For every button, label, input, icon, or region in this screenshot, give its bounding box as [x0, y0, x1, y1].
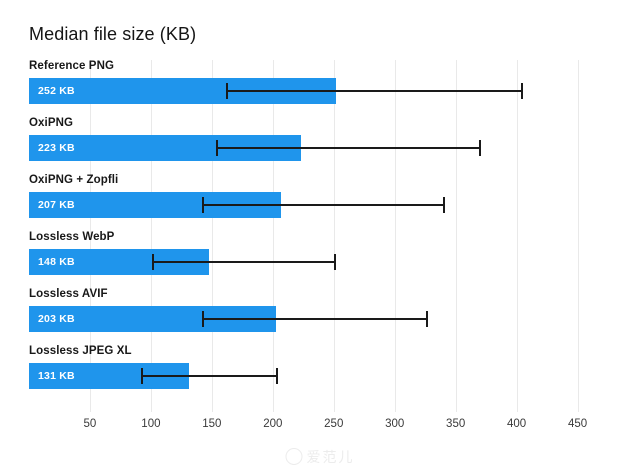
bar-value-label: 203 KB: [38, 313, 75, 325]
weibo-watermark: 爱范儿: [285, 447, 355, 467]
error-bar-cap-low: [202, 197, 205, 213]
x-axis: 50 100 150 200 250 300 350 400 450: [0, 412, 640, 442]
error-bar-cap-high: [443, 197, 446, 213]
gridline-50: [89, 60, 91, 412]
bar-value-label: 223 KB: [38, 142, 75, 154]
error-bar-cap-low: [226, 83, 229, 99]
error-bar-cap-low: [215, 140, 218, 156]
bar-value-label: 148 KB: [38, 256, 75, 268]
gridline-450: [577, 60, 579, 412]
bar[interactable]: 148 KB: [29, 249, 210, 275]
x-tick-label-200: 200: [263, 418, 283, 430]
bar-category-label: Reference PNG: [29, 60, 115, 72]
error-bar-cap-low: [152, 254, 155, 270]
error-bar-cap-high: [333, 254, 336, 270]
gridline-100: [150, 60, 152, 412]
gridline-200: [272, 60, 274, 412]
x-tick-label-450: 450: [567, 418, 588, 430]
gridline-250: [333, 60, 335, 412]
x-tick-label-100: 100: [141, 418, 161, 430]
error-bar-cap-high: [426, 311, 429, 327]
chart-row: Reference PNG 252 KB: [0, 60, 640, 117]
x-tick-label-150: 150: [202, 418, 222, 430]
watermark-text: 爱范儿: [306, 449, 355, 465]
error-bar-line: [226, 90, 522, 92]
bar-category-label: OxiPNG + Zopfli: [29, 174, 119, 186]
chart-plot-area: Reference PNG 252 KB OxiPNG 223 KB OxiPNG + …: [0, 60, 640, 412]
x-tick-label-400: 400: [507, 418, 527, 430]
bar-category-label: Lossless JPEG XL: [29, 345, 132, 357]
gridline-150: [211, 60, 213, 412]
gridline-400: [516, 60, 518, 412]
chart-row: OxiPNG + Zopfli 207 KB: [0, 174, 640, 231]
error-bar-line: [202, 318, 427, 320]
error-bar-cap-low: [202, 311, 205, 327]
weibo-logo-icon: [285, 448, 303, 465]
x-tick-label-50: 50: [83, 418, 97, 430]
x-tick-label-300: 300: [385, 418, 405, 430]
error-bar-line: [202, 204, 444, 206]
error-bar-cap-low: [141, 368, 144, 384]
x-tick-label-350: 350: [446, 418, 466, 430]
bar-value-label: 207 KB: [38, 199, 75, 211]
chart-row: OxiPNG 223 KB: [0, 117, 640, 174]
chart-row: Lossless WebP 148 KB: [0, 231, 640, 288]
error-bar-line: [141, 375, 277, 377]
error-bar-cap-high: [521, 83, 524, 99]
bar-value-label: 252 KB: [38, 85, 75, 97]
bar-value-label: 131 KB: [38, 370, 75, 382]
bar-category-label: Lossless WebP: [29, 231, 115, 243]
chart-title: Median file size (KB): [29, 24, 197, 44]
error-bar-line: [152, 261, 334, 263]
bar-category-label: Lossless AVIF: [29, 288, 108, 300]
x-tick-label-250: 250: [324, 418, 344, 430]
error-bar-line: [215, 147, 479, 149]
error-bar-cap-high: [478, 140, 481, 156]
bar-category-label: OxiPNG: [29, 117, 74, 129]
error-bar-cap-high: [276, 368, 279, 384]
chart-row: Lossless JPEG XL 131 KB: [0, 345, 640, 402]
chart-row: Lossless AVIF 203 KB: [0, 288, 640, 345]
gridline-300: [394, 60, 396, 412]
chart-gridlines: [0, 60, 640, 412]
gridline-350: [455, 60, 457, 412]
